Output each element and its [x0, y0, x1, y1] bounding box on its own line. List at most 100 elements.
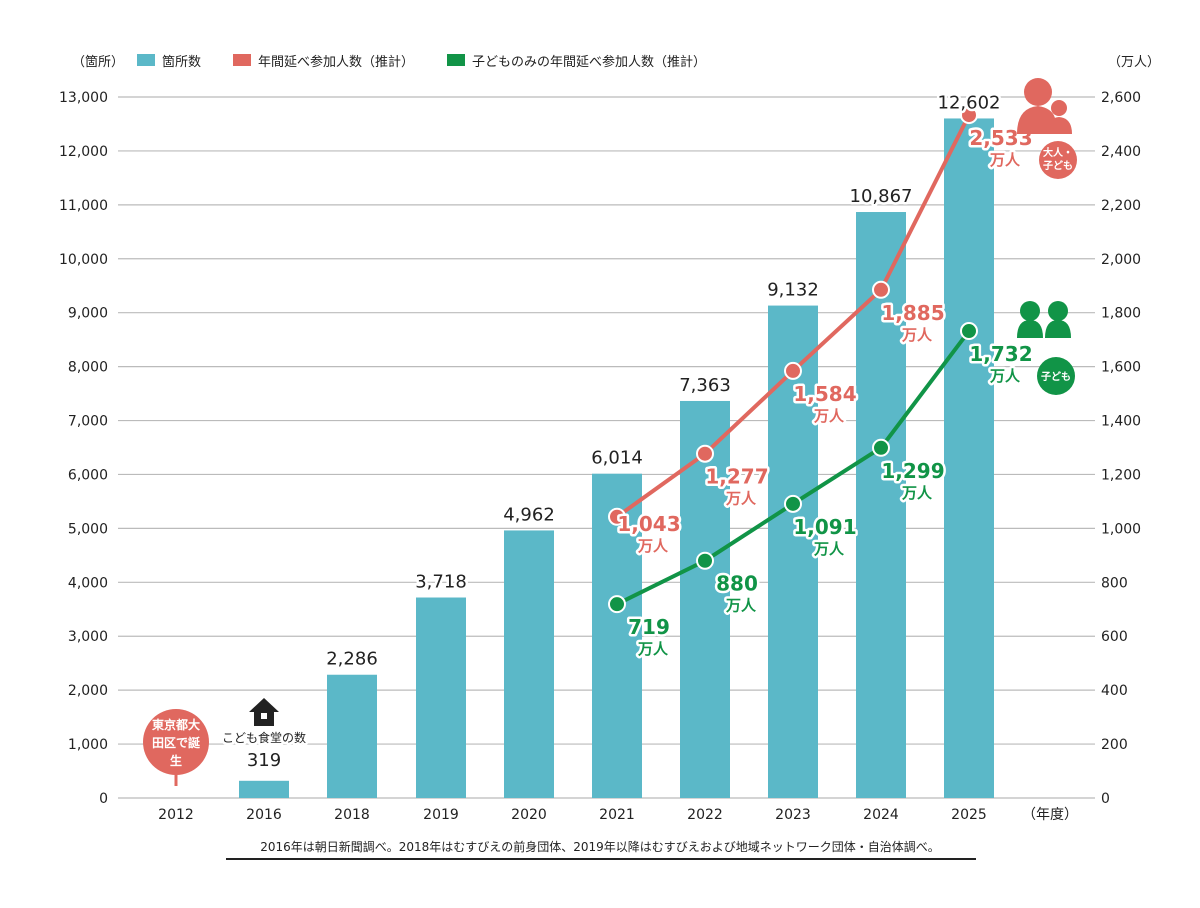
legend-label-bars: 箇所数 — [162, 54, 201, 70]
right-tick-label: 2,600 — [1101, 90, 1141, 106]
point-label-1-2022: 1,277 — [705, 465, 768, 489]
badge-children: 子ども — [1037, 357, 1075, 395]
bar-label-2016: 319 — [247, 750, 281, 771]
right-tick-label: 1,400 — [1101, 414, 1141, 430]
left-tick-label: 13,000 — [59, 90, 108, 106]
point-label-2-2025: 1,732 — [969, 342, 1032, 366]
point-unit-2-2024: 万人 — [901, 484, 933, 502]
left-tick-label: 8,000 — [68, 360, 108, 376]
x-tick-label: 2019 — [423, 807, 459, 823]
point-unit-1-2021: 万人 — [637, 537, 669, 555]
x-axis-unit: （年度） — [1022, 807, 1078, 823]
left-axis-unit: （箇所） — [72, 54, 124, 70]
point-unit-2-2023: 万人 — [813, 540, 845, 558]
left-tick-label: 4,000 — [68, 575, 108, 591]
point-label-2-2024: 1,299 — [881, 459, 944, 483]
left-tick-label: 10,000 — [59, 252, 108, 268]
origin-pin: 東京都大田区で誕生 — [143, 709, 209, 786]
legend-swatch-children — [447, 54, 465, 66]
right-tick-label: 2,200 — [1101, 198, 1141, 214]
bar-label-2024: 10,867 — [850, 186, 913, 207]
point-1-2022 — [696, 444, 714, 463]
legend-swatch-total — [233, 54, 251, 66]
left-tick-label: 9,000 — [68, 306, 108, 322]
point-unit-2-2025: 万人 — [989, 367, 1021, 385]
bar-label-2019: 3,718 — [415, 572, 467, 593]
point-1-2023 — [784, 361, 802, 380]
right-tick-label: 0 — [1101, 791, 1110, 807]
x-tick-label: 2023 — [775, 807, 811, 823]
left-tick-label: 1,000 — [68, 737, 108, 753]
x-tick-label: 2012 — [158, 807, 194, 823]
badge-total: 大人・子ども — [1039, 141, 1077, 179]
left-tick-label: 7,000 — [68, 414, 108, 430]
left-tick-label: 2,000 — [68, 683, 108, 699]
point-2-2021 — [608, 595, 626, 614]
bar-label-2022: 7,363 — [679, 375, 731, 396]
point-label-2-2022: 880 — [716, 572, 758, 596]
right-tick-label: 400 — [1101, 683, 1128, 699]
legend-label-total: 年間延べ参加人数（推計） — [258, 54, 414, 70]
right-tick-label: 1,800 — [1101, 306, 1141, 322]
origin-pin-text: 東京都大田区で誕生 — [151, 718, 200, 768]
point-label-1-2024: 1,885 — [881, 301, 944, 325]
children-icon — [1017, 301, 1071, 338]
point-1-2025 — [960, 106, 978, 125]
badge-children-text: 子ども — [1041, 370, 1071, 383]
point-2-2022 — [696, 551, 714, 570]
point-label-1-2023: 1,584 — [793, 382, 856, 406]
x-tick-label: 2024 — [863, 807, 899, 823]
right-tick-label: 800 — [1101, 575, 1128, 591]
left-tick-label: 6,000 — [68, 467, 108, 483]
point-2-2024 — [872, 438, 890, 457]
point-unit-1-2025: 万人 — [989, 151, 1021, 169]
point-label-2-2021: 719 — [628, 615, 670, 639]
right-tick-label: 1,600 — [1101, 360, 1141, 376]
right-tick-label: 200 — [1101, 737, 1128, 753]
point-unit-1-2023: 万人 — [813, 407, 845, 425]
legend-swatch-bars — [137, 54, 155, 66]
point-unit-2-2022: 万人 — [725, 597, 757, 615]
bar-2024 — [856, 212, 906, 798]
left-tick-label: 0 — [99, 791, 108, 807]
bar-2021 — [592, 473, 642, 798]
bar-label-2025: 12,602 — [938, 92, 1001, 113]
house-caption: こども食堂の数 — [222, 730, 306, 745]
right-tick-label: 2,000 — [1101, 252, 1141, 268]
point-2-2025 — [960, 322, 978, 341]
point-label-2-2023: 1,091 — [793, 515, 856, 539]
left-tick-label: 11,000 — [59, 198, 108, 214]
adult-child-icon — [1017, 78, 1072, 134]
data-labels: 319 2,286 3,718 4,962 6,014 7,363 9,132 10,867 1… — [244, 90, 1035, 773]
badge-total-text: 大人・子ども — [1043, 148, 1073, 172]
bar-label-2023: 9,132 — [767, 280, 819, 301]
lines — [608, 106, 978, 614]
right-tick-label: 1,200 — [1101, 467, 1141, 483]
right-tick-label: 2,400 — [1101, 144, 1141, 160]
bar-label-2020: 4,962 — [503, 504, 555, 525]
x-tick-label: 2021 — [599, 807, 635, 823]
bar-2016 — [239, 780, 289, 798]
right-tick-label: 600 — [1101, 629, 1128, 645]
legend: （箇所） 箇所数 年間延べ参加人数（推計） 子どものみの年間延べ参加人数（推計）… — [72, 54, 1160, 70]
point-1-2021 — [608, 507, 626, 526]
bar-label-2021: 6,014 — [591, 448, 643, 469]
bar-2025 — [944, 118, 994, 799]
bar-2020 — [504, 530, 554, 798]
footnote: 2016年は朝日新聞調べ。2018年はむすびえの前身団体、2019年以降はむすび… — [260, 839, 940, 854]
point-unit-1-2022: 万人 — [725, 490, 757, 508]
point-1-2024 — [872, 280, 890, 299]
bar-2019 — [416, 597, 466, 798]
x-tick-label: 2016 — [246, 807, 282, 823]
bar-label-2018: 2,286 — [326, 649, 378, 670]
point-unit-1-2024: 万人 — [901, 326, 933, 344]
left-tick-label: 12,000 — [59, 144, 108, 160]
x-tick-label: 2022 — [687, 807, 723, 823]
legend-label-children: 子どものみの年間延べ参加人数（推計） — [472, 54, 706, 70]
x-tick-label: 2025 — [951, 807, 987, 823]
point-label-1-2021: 1,043 — [617, 512, 680, 536]
axes: 0 0 1,000 200 2,000 400 3,000 600 4,000 800 5,000 1… — [59, 90, 1141, 823]
x-tick-label: 2018 — [334, 807, 370, 823]
point-unit-2-2021: 万人 — [637, 640, 669, 658]
